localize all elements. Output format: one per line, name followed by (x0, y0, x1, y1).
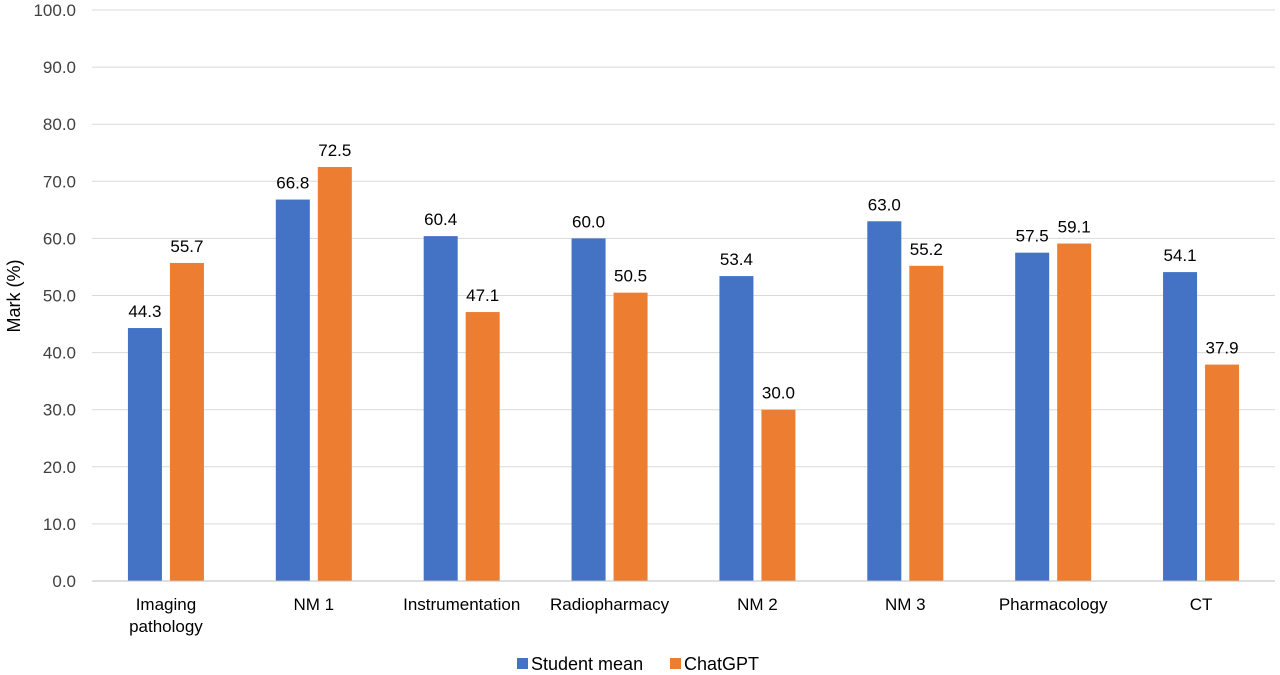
legend: Student mean ChatGPT (517, 654, 759, 674)
category-labels: Imaging pathology NM 1 Instrumentation Radio… (129, 595, 1212, 636)
bar (1163, 272, 1198, 581)
category-label: Pharmacology (999, 595, 1108, 614)
gridlines (92, 9, 1275, 525)
y-tick-label: 0.0 (52, 572, 76, 591)
bar (127, 328, 162, 581)
category-label: pathology (129, 617, 203, 636)
data-label: 72.5 (318, 141, 351, 160)
data-label: 30.0 (762, 384, 795, 403)
legend-label: Student mean (531, 654, 643, 674)
bar (275, 199, 310, 581)
data-label: 60.4 (424, 210, 457, 229)
data-label: 63.0 (868, 195, 901, 214)
bar (1015, 252, 1050, 582)
legend-swatch (670, 658, 681, 669)
data-labels: 44.3 55.7 66.8 72.5 60.4 47.1 60.0 50.5 53.4 30.0… (128, 141, 1238, 403)
data-label: 50.5 (614, 267, 647, 286)
y-tick-label: 60.0 (43, 229, 76, 248)
y-tick-label: 80.0 (43, 115, 76, 134)
bar (465, 312, 500, 581)
data-label: 37.9 (1206, 339, 1239, 358)
category-label: Imaging (136, 595, 196, 614)
category-label: CT (1190, 595, 1213, 614)
legend-swatch (517, 658, 528, 669)
bar (317, 167, 352, 581)
category-label: Instrumentation (403, 595, 520, 614)
y-tick-label: 30.0 (43, 401, 76, 420)
data-label: 47.1 (466, 286, 499, 305)
y-tick-label: 100.0 (33, 1, 76, 20)
bar (909, 265, 944, 581)
bar (169, 262, 204, 581)
y-tick-labels: 0.0 10.0 20.0 30.0 40.0 50.0 60.0 70.0 80.0 90.0 1… (33, 1, 76, 591)
y-tick-label: 20.0 (43, 458, 76, 477)
data-label: 54.1 (1164, 246, 1197, 265)
y-axis-label: Mark (%) (4, 260, 24, 333)
data-label: 44.3 (128, 302, 161, 321)
category-label: NM 2 (737, 595, 778, 614)
bar (719, 276, 754, 581)
bar (423, 236, 458, 581)
y-tick-label: 40.0 (43, 344, 76, 363)
data-label: 55.7 (170, 237, 203, 256)
y-tick-label: 70.0 (43, 172, 76, 191)
bar (1057, 243, 1092, 581)
y-tick-label: 90.0 (43, 58, 76, 77)
bar (1205, 364, 1240, 581)
category-label: NM 3 (885, 595, 926, 614)
data-label: 57.5 (1016, 227, 1049, 246)
data-label: 66.8 (276, 174, 309, 193)
bar (613, 292, 648, 581)
legend-label: ChatGPT (684, 654, 759, 674)
category-label: NM 1 (294, 595, 335, 614)
bars (127, 167, 1240, 582)
category-label: Radiopharmacy (550, 595, 670, 614)
bar (761, 409, 796, 581)
data-label: 55.2 (910, 240, 943, 259)
bar (867, 221, 902, 581)
data-label: 60.0 (572, 212, 605, 231)
data-label: 53.4 (720, 250, 753, 269)
y-tick-label: 10.0 (43, 515, 76, 534)
y-tick-label: 50.0 (43, 287, 76, 306)
data-label: 59.1 (1058, 218, 1091, 237)
bar (571, 238, 606, 581)
